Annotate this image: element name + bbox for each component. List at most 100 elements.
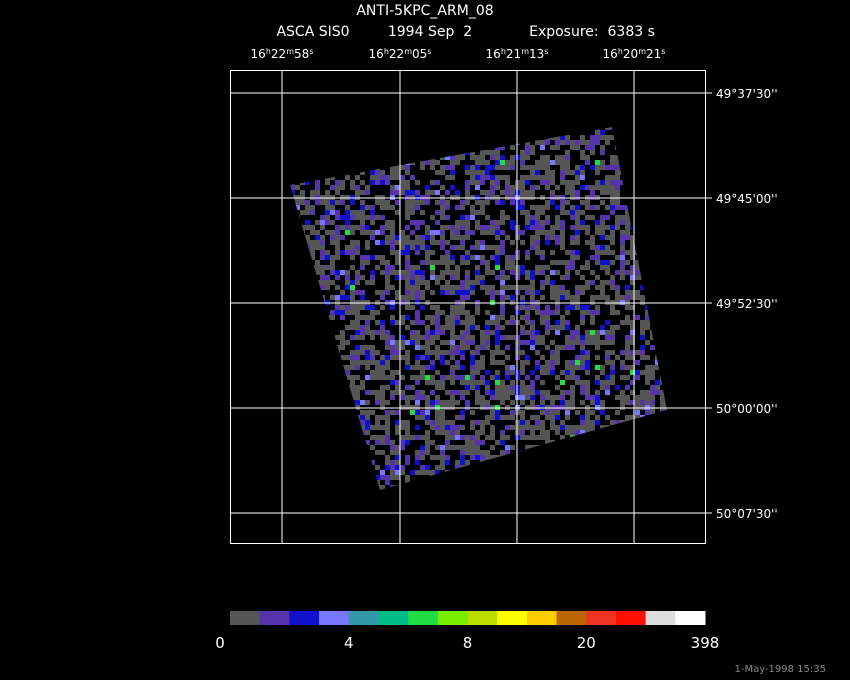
speckle [460,215,465,220]
speckle [425,160,430,165]
speckle [545,280,550,285]
speckle [465,235,470,240]
speckle [610,240,615,245]
speckle [610,205,615,210]
speckle [370,425,375,430]
speckle [455,230,460,235]
speckle [330,240,335,245]
speckle [425,355,430,360]
speckle [510,285,515,290]
speckle [615,155,620,160]
speckle [595,170,600,175]
speckle [600,425,605,430]
speckle [550,425,555,430]
speckle [615,295,620,300]
speckle [390,240,395,245]
speckle [605,360,610,365]
speckle [395,170,400,175]
speckle [410,275,415,280]
speckle [540,280,545,285]
speckle [465,375,470,380]
speckle [420,410,425,415]
speckle [460,415,465,420]
speckle [315,260,320,265]
speckle [440,425,445,430]
speckle [415,310,420,315]
speckle [545,435,550,440]
colorbar-label: 8 [463,634,473,652]
speckle [520,155,525,160]
speckle [410,200,415,205]
speckle [590,190,595,195]
speckle [475,170,480,175]
speckle [565,190,570,195]
speckle [505,415,510,420]
speckle [455,265,460,270]
speckle [470,205,475,210]
speckle [395,185,400,190]
speckle [395,290,400,295]
speckle [420,200,425,205]
speckle [505,320,510,325]
speckle [290,190,295,195]
speckle [500,280,505,285]
speckle [530,185,535,190]
speckle [580,315,585,320]
speckle [480,190,485,195]
speckle [555,425,560,430]
speckle [480,335,485,340]
speckle [570,255,575,260]
speckle [565,250,570,255]
speckle [445,390,450,395]
speckle [545,360,550,365]
speckle [580,225,585,230]
speckle [560,345,565,350]
speckle [445,215,450,220]
speckle [455,270,460,275]
speckle [430,330,435,335]
speckle [590,340,595,345]
speckle [385,435,390,440]
speckle [550,225,555,230]
speckle [475,210,480,215]
speckle [340,235,345,240]
speckle [475,450,480,455]
speckle [320,280,325,285]
speckle [645,315,650,320]
speckle [375,365,380,370]
speckle [355,390,360,395]
speckle [625,355,630,360]
speckle [440,240,445,245]
speckle [405,350,410,355]
speckle [640,400,645,405]
speckle [375,440,380,445]
speckle [550,410,555,415]
speckle [605,185,610,190]
speckle [405,325,410,330]
speckle [490,295,495,300]
speckle [350,325,355,330]
speckle [425,335,430,340]
speckle [395,380,400,385]
speckle [575,270,580,275]
speckle [475,385,480,390]
speckle [495,235,500,240]
speckle [595,330,600,335]
speckle [485,385,490,390]
speckle [590,420,595,425]
speckle [535,140,540,145]
speckle [585,305,590,310]
speckle [510,425,515,430]
speckle [580,140,585,145]
speckle [570,375,575,380]
speckle [535,175,540,180]
speckle [340,270,345,275]
speckle [450,175,455,180]
speckle [310,210,315,215]
colorbar-segment [586,611,617,625]
speckle [510,320,515,325]
speckle [445,270,450,275]
speckle [480,420,485,425]
speckle [435,350,440,355]
speckle [420,390,425,395]
